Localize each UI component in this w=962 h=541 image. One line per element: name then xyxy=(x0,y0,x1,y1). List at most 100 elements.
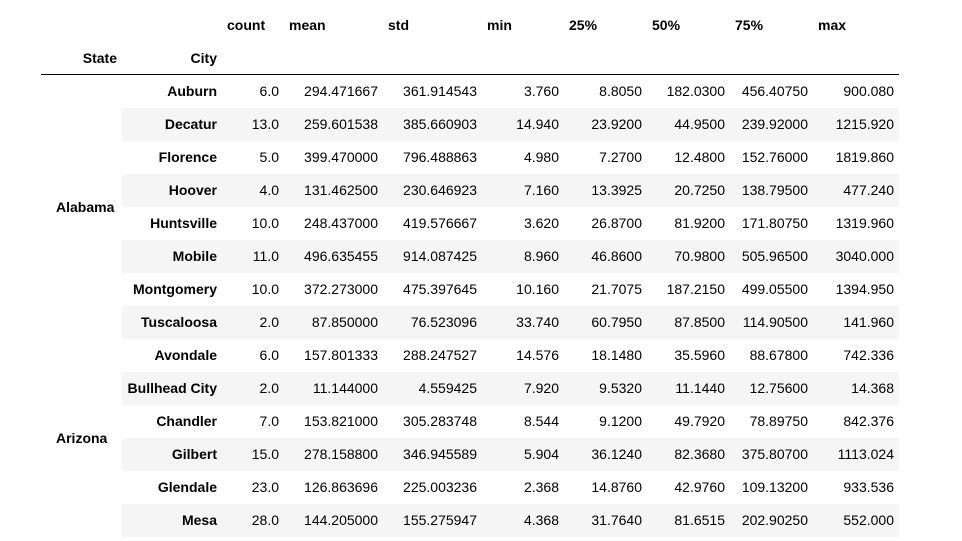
value-cell-7: 1394.950 xyxy=(835,281,894,297)
value-cell-6: 499.05500 xyxy=(741,281,808,297)
header-blank xyxy=(122,8,222,41)
city-label: Decatur xyxy=(122,107,222,141)
value-cell-2: 346.945589 xyxy=(383,437,482,471)
index-name-row: State City xyxy=(41,41,899,75)
value-cell-3: 3.620 xyxy=(523,215,559,231)
value-cell-1: 157.801333 xyxy=(304,347,378,363)
value-cell-0: 13.0 xyxy=(222,107,284,141)
value-cell-5: 44.9500 xyxy=(647,107,730,141)
city-label: Mesa xyxy=(122,503,222,537)
value-cell-0: 4.0 xyxy=(222,173,284,207)
value-cell-2: 361.914543 xyxy=(403,83,477,100)
table-header: count mean std min 25% 50% 75% max State… xyxy=(41,8,899,75)
table-row: Tuscaloosa 2.0 87.850000 76.523096 33.740 60.… xyxy=(41,305,899,339)
value-cell-4: 60.7950 xyxy=(564,305,647,339)
value-cell-6: 138.79500 xyxy=(730,173,813,207)
table-row: Gilbert 15.0 278.158800 346.945589 5.904 36.1… xyxy=(41,437,899,471)
value-cell-1: 87.850000 xyxy=(284,305,383,339)
city-label: Huntsville xyxy=(150,215,217,231)
table-row: Decatur 13.0 259.601538 385.660903 14.940 23.… xyxy=(41,107,899,141)
value-cell-3: 8.960 xyxy=(482,239,564,273)
value-cell-2: 796.488863 xyxy=(403,149,477,165)
value-cell-4: 7.2700 xyxy=(599,149,642,165)
value-cell-1: 144.205000 xyxy=(284,503,383,537)
value-cell-7: 1819.860 xyxy=(835,149,894,165)
value-cell-6: 12.75600 xyxy=(730,371,813,405)
value-cell-3: 33.740 xyxy=(482,305,564,339)
value-cell-0: 2.0 xyxy=(222,371,284,405)
header-blank xyxy=(222,41,284,75)
value-cell-3: 7.160 xyxy=(482,173,564,207)
column-header: mean xyxy=(289,16,326,33)
value-cell-0: 23.0 xyxy=(251,479,279,495)
value-cell-0: 11.0 xyxy=(222,239,284,273)
value-cell-2: 155.275947 xyxy=(383,503,482,537)
value-cell-5: 12.4800 xyxy=(674,149,725,165)
value-cell-2: 76.523096 xyxy=(383,305,482,339)
value-cell-4: 31.7640 xyxy=(564,503,647,537)
city-label: Bullhead City xyxy=(122,371,222,405)
value-cell-6: 239.92000 xyxy=(730,107,813,141)
value-cell-4: 23.9200 xyxy=(564,107,647,141)
column-header: count xyxy=(227,16,266,33)
value-cell-6: 202.90250 xyxy=(730,503,813,537)
value-cell-1: 131.462500 xyxy=(284,173,383,207)
city-label: Chandler xyxy=(156,413,217,429)
value-cell-7: 842.376 xyxy=(843,413,894,429)
city-label: Florence xyxy=(158,149,217,165)
value-cell-1: 259.601538 xyxy=(284,107,383,141)
city-label: Glendale xyxy=(157,479,217,495)
value-cell-3: 8.544 xyxy=(523,413,559,429)
value-cell-5: 87.8500 xyxy=(647,305,730,339)
table-row: Florence 5.0 399.470000 796.488863 4.980 7.27… xyxy=(41,141,899,174)
value-cell-4: 14.8760 xyxy=(591,479,642,495)
column-header: 75% xyxy=(735,16,764,33)
header-blank xyxy=(647,41,730,75)
value-cell-4: 9.5320 xyxy=(564,371,647,405)
value-cell-1: 153.821000 xyxy=(304,413,378,429)
state-label: Arizona xyxy=(41,338,122,537)
value-cell-2: 4.559425 xyxy=(383,371,482,405)
value-cell-3: 7.920 xyxy=(482,371,564,405)
value-cell-1: 399.470000 xyxy=(304,149,378,165)
value-cell-2: 385.660903 xyxy=(383,107,482,141)
value-cell-2: 288.247527 xyxy=(403,347,477,363)
value-cell-3: 5.904 xyxy=(482,437,564,471)
value-cell-3: 14.576 xyxy=(516,347,559,363)
value-cell-6: 456.40750 xyxy=(741,83,808,100)
table-body: Alabama Auburn 6.0 294.471667 361.914543 3.76… xyxy=(41,74,899,537)
dataframe-output: count mean std min 25% 50% 75% max State… xyxy=(41,8,899,537)
value-cell-6: 505.96500 xyxy=(730,239,813,273)
value-cell-6: 375.80700 xyxy=(730,437,813,471)
value-cell-5: 81.6515 xyxy=(647,503,730,537)
table-row: Hoover 4.0 131.462500 230.646923 7.160 13.392… xyxy=(41,173,899,207)
city-label: Avondale xyxy=(154,347,218,363)
city-label: Montgomery xyxy=(133,281,217,297)
value-cell-4: 18.1480 xyxy=(591,347,642,363)
value-cell-4: 8.8050 xyxy=(599,83,642,100)
value-cell-7: 1215.920 xyxy=(813,107,899,141)
value-cell-6: 171.80750 xyxy=(741,215,808,231)
value-cell-3: 3.760 xyxy=(523,83,559,100)
value-cell-1: 496.635455 xyxy=(284,239,383,273)
value-cell-1: 278.158800 xyxy=(284,437,383,471)
value-cell-5: 182.0300 xyxy=(666,83,725,100)
value-cell-2: 419.576667 xyxy=(403,215,477,231)
value-cell-7: 742.336 xyxy=(843,347,894,363)
value-cell-0: 6.0 xyxy=(259,347,279,363)
column-header: min xyxy=(487,16,512,33)
value-cell-5: 70.9800 xyxy=(647,239,730,273)
value-cell-5: 35.5960 xyxy=(674,347,725,363)
value-cell-5: 187.2150 xyxy=(666,281,725,297)
value-cell-0: 7.0 xyxy=(259,413,279,429)
header-blank xyxy=(284,41,383,75)
value-cell-0: 15.0 xyxy=(222,437,284,471)
value-cell-6: 109.13200 xyxy=(741,479,808,495)
value-cell-6: 88.67800 xyxy=(749,347,808,363)
value-cell-7: 3040.000 xyxy=(813,239,899,273)
value-cell-4: 36.1240 xyxy=(564,437,647,471)
value-cell-0: 6.0 xyxy=(259,83,279,100)
column-header: max xyxy=(818,16,847,33)
header-blank xyxy=(813,41,899,75)
header-blank xyxy=(564,41,647,75)
